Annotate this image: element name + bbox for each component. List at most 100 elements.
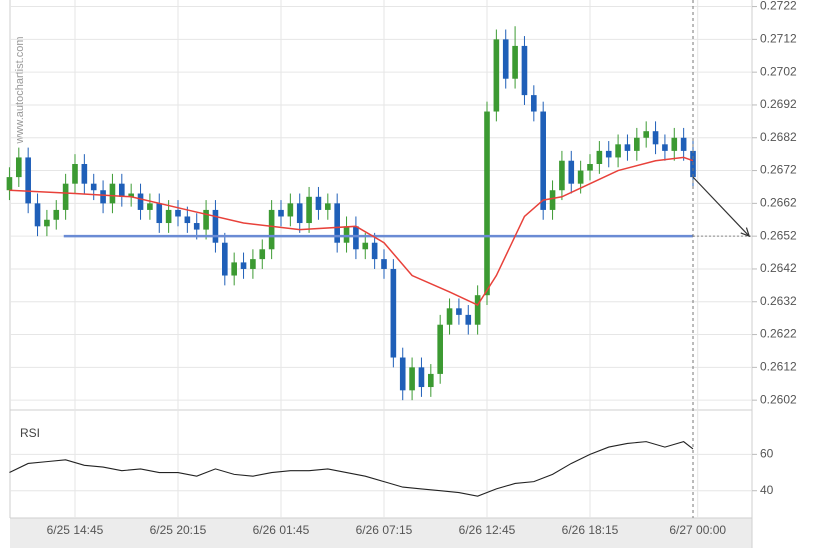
y-tick-label: 0.2702 xyxy=(760,64,797,78)
candle-body xyxy=(446,308,453,325)
y-tick-label: 0.2622 xyxy=(760,327,797,341)
candle-body xyxy=(428,373,434,388)
y-tick-label: 0.2612 xyxy=(760,360,797,374)
y-tick-label: 60 xyxy=(760,447,774,461)
candle-body xyxy=(15,157,22,178)
candle-body xyxy=(418,367,425,388)
candle-body xyxy=(652,131,659,145)
candle-body xyxy=(671,137,678,151)
candle-body xyxy=(81,164,88,184)
watermark: www.autochartist.com xyxy=(14,37,26,145)
candle-body xyxy=(680,137,687,151)
x-tick-label: 6/26 12:45 xyxy=(459,523,516,537)
candle-body xyxy=(287,203,294,217)
x-tick-label: 6/26 07:15 xyxy=(356,523,413,537)
candle-body xyxy=(231,262,237,276)
x-tick-label: 6/26 18:15 xyxy=(562,523,619,537)
candle-body xyxy=(643,131,649,138)
candle-body xyxy=(568,160,575,184)
y-tick-label: 0.2652 xyxy=(760,228,797,242)
candle-body xyxy=(353,226,359,250)
y-tick-label: 40 xyxy=(760,483,774,497)
candle-body xyxy=(193,223,200,230)
y-tick-label: 0.2662 xyxy=(760,196,797,210)
y-tick-label: 0.2602 xyxy=(760,392,797,406)
candle-body xyxy=(325,203,331,210)
candle-body xyxy=(165,209,172,224)
candle-body xyxy=(259,249,266,260)
y-tick-label: 0.2682 xyxy=(760,130,797,144)
candle-body xyxy=(212,209,219,243)
candle-body xyxy=(109,183,116,204)
candle-body xyxy=(147,203,153,210)
x-tick-label: 6/25 20:15 xyxy=(150,523,207,537)
candle-body xyxy=(156,203,163,224)
candle-body xyxy=(371,242,378,260)
candle-body xyxy=(315,196,322,210)
candle-body xyxy=(456,308,462,315)
candle-body xyxy=(128,193,134,197)
candle-body xyxy=(100,190,106,204)
candle-body xyxy=(624,144,631,151)
candle-body xyxy=(605,150,612,158)
candle-body xyxy=(62,183,69,210)
candle-body xyxy=(502,39,509,79)
candle-body xyxy=(25,157,31,204)
x-tick-label: 6/25 14:45 xyxy=(47,523,104,537)
candle-body xyxy=(521,45,528,96)
candle-body xyxy=(343,226,350,243)
time-axis-band xyxy=(10,518,752,548)
candle-body xyxy=(34,203,41,227)
candle-body xyxy=(484,111,490,296)
candle-body xyxy=(268,209,275,250)
candle-body xyxy=(493,39,500,112)
candle-body xyxy=(137,193,144,210)
candle-body xyxy=(184,216,191,224)
y-tick-label: 0.2632 xyxy=(760,294,797,308)
candle-body xyxy=(587,164,593,171)
forecast-arrowhead xyxy=(740,227,751,238)
candle-body xyxy=(90,183,97,191)
y-tick-label: 0.2672 xyxy=(760,163,797,177)
y-tick-label: 0.2712 xyxy=(760,32,797,46)
candle-body xyxy=(44,219,50,227)
candle-body xyxy=(278,209,284,217)
candle-body xyxy=(559,160,565,191)
candle-body xyxy=(531,95,537,112)
y-tick-label: 0.2722 xyxy=(760,0,797,13)
candle-body xyxy=(409,367,415,391)
candle-body xyxy=(549,190,556,210)
candle-body xyxy=(240,262,247,269)
candle-body xyxy=(577,170,584,184)
candle-body xyxy=(250,259,256,269)
candle-body xyxy=(540,111,546,210)
candle-body xyxy=(6,177,13,191)
rsi-line xyxy=(9,441,694,497)
candle-body xyxy=(118,183,125,197)
candle-body xyxy=(634,137,640,151)
candle-body xyxy=(222,242,228,276)
candle-body xyxy=(399,357,406,391)
candle-body xyxy=(296,203,303,224)
x-tick-label: 6/27 00:00 xyxy=(669,523,726,537)
candle-body xyxy=(662,144,668,151)
rsi-title: RSI xyxy=(20,426,40,440)
candle-body xyxy=(615,144,621,158)
moving-average xyxy=(9,156,694,306)
y-tick-label: 0.2692 xyxy=(760,97,797,111)
candle-body xyxy=(512,45,518,79)
candle-body xyxy=(381,259,387,269)
candle-body xyxy=(72,164,78,184)
candle-body xyxy=(362,242,369,250)
candle-body xyxy=(596,150,603,164)
y-tick-label: 0.2642 xyxy=(760,261,797,275)
candle-body xyxy=(175,209,181,217)
forecast-arrow xyxy=(692,176,750,237)
x-tick-label: 6/26 01:45 xyxy=(253,523,310,537)
candle-body xyxy=(203,209,209,230)
candle-body xyxy=(465,314,472,325)
candle-body xyxy=(334,203,340,243)
candle-body xyxy=(474,295,481,325)
candle-body xyxy=(437,324,443,374)
